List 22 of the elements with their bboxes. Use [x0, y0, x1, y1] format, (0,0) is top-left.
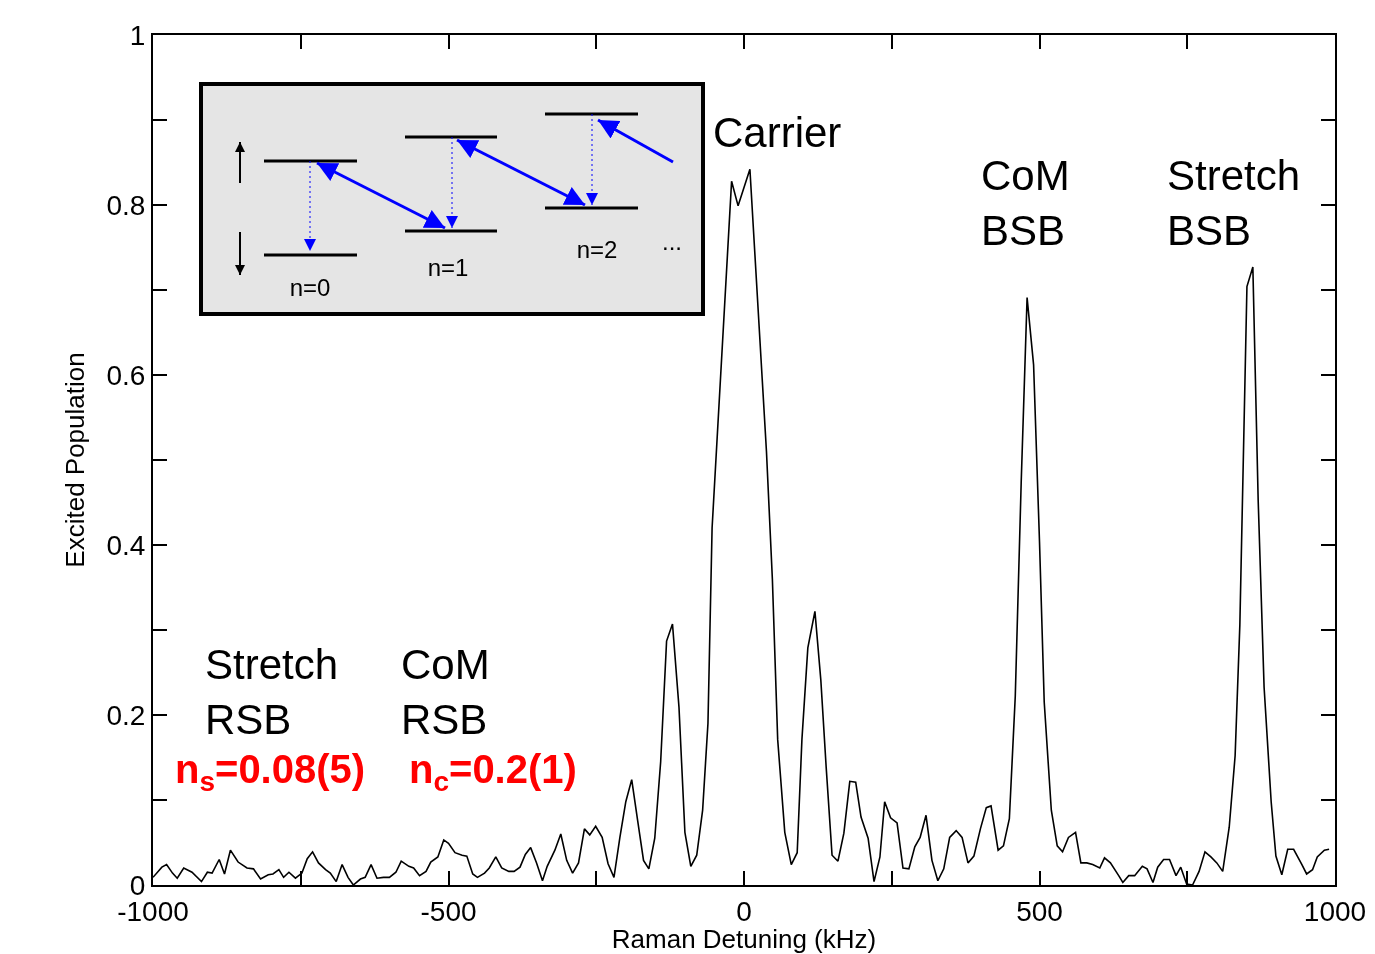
annotation: n=0 [289, 274, 331, 301]
x-tick-label: 1000 [1303, 895, 1367, 927]
y-axis-title: Excited Population [60, 352, 91, 568]
x-tick-label: -500 [420, 895, 477, 927]
y-tick-label: 0.2 [106, 699, 146, 731]
annotation: n=1 [427, 254, 469, 281]
annotation: n=2 [576, 236, 618, 263]
annotation: Stretch RSB [205, 641, 339, 743]
y-tick-label: 1 [129, 19, 146, 51]
annotation: Stretch BSB [1167, 152, 1301, 254]
y-tick-label: 0.8 [106, 189, 146, 221]
annotation: n$_{c}$=0.2(1) [409, 747, 577, 798]
annotation: CoM RSB [401, 641, 490, 743]
annotation: CoM BSB [981, 152, 1070, 254]
x-tick-label: 500 [1016, 895, 1063, 927]
x-axis-title: Raman Detuning (kHz) [611, 924, 877, 954]
x-tick-label: 0 [736, 895, 752, 927]
annotation: Carrier [713, 109, 842, 156]
annotation: n$_{s}$=0.08(5) [175, 747, 366, 798]
annotation: ... [661, 228, 683, 255]
y-tick-label: 0.6 [106, 359, 146, 391]
y-tick-label: 0.4 [106, 529, 146, 561]
